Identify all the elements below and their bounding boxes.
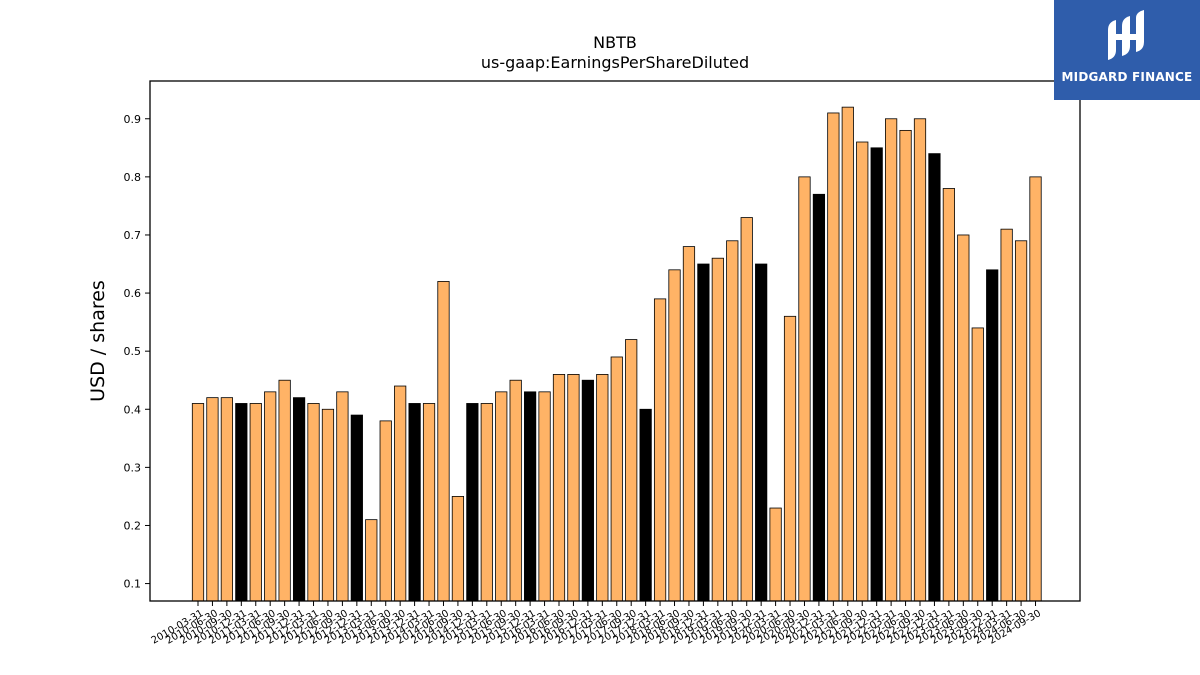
x-axis: 2010-03-312010-06-302010-09-302010-12-31… bbox=[150, 601, 1043, 647]
bar-2018-03-31 bbox=[653, 298, 667, 602]
brand-name: MIDGARD FINANCE bbox=[1061, 70, 1193, 84]
bar-2023-03-31 bbox=[942, 188, 955, 602]
bar-2014-09-30 bbox=[451, 496, 465, 602]
bar-2010-06-30 bbox=[206, 397, 219, 602]
bar-2018-06-30 bbox=[668, 269, 681, 602]
bar-2013-09-30 bbox=[394, 385, 407, 602]
bar-2021-03-31 bbox=[827, 112, 840, 602]
brand-logo: MIDGARD FINANCE bbox=[1054, 0, 1200, 100]
bar-2015-06-30 bbox=[495, 391, 508, 602]
bar-2018-09-30 bbox=[682, 246, 696, 602]
y-tick-label: 0.4 bbox=[124, 403, 142, 416]
bar-2020-12-31 bbox=[812, 193, 826, 602]
bar-2022-06-30 bbox=[899, 129, 912, 602]
bar-2023-12-31 bbox=[986, 269, 999, 602]
y-axis-label: USD / shares bbox=[87, 280, 109, 402]
bar-2024-09-30 bbox=[1029, 176, 1042, 602]
bar-2012-03-31 bbox=[307, 403, 320, 602]
bar-2015-12-31 bbox=[524, 391, 537, 602]
bar-2016-09-30 bbox=[567, 374, 580, 602]
bar-2022-12-31 bbox=[928, 153, 941, 602]
bar-2010-09-30 bbox=[220, 397, 233, 602]
bar-2019-12-31 bbox=[755, 263, 768, 602]
chart-title: NBTB bbox=[593, 33, 637, 52]
bar-2018-12-31 bbox=[697, 263, 710, 602]
bar-2010-03-31 bbox=[191, 403, 205, 602]
bar-2012-06-30 bbox=[321, 408, 335, 602]
bar-2012-09-30 bbox=[336, 391, 349, 602]
y-tick-label: 0.7 bbox=[124, 229, 142, 242]
bar-2011-12-31 bbox=[292, 397, 306, 602]
bar-2015-03-31 bbox=[480, 403, 493, 602]
bar-2011-03-31 bbox=[249, 403, 262, 602]
bar-2022-09-30 bbox=[913, 118, 927, 602]
y-tick-label: 0.5 bbox=[124, 345, 142, 358]
bar-2016-03-31 bbox=[538, 391, 551, 602]
y-tick-label: 0.9 bbox=[124, 113, 142, 126]
bar-2019-06-30 bbox=[726, 240, 739, 602]
y-axis: 0.1 0.2 0.3 0.4 0.5 0.6 0.7 0.8 0.9 bbox=[124, 113, 150, 591]
bar-2021-12-31 bbox=[870, 147, 883, 602]
bar-2023-09-30 bbox=[971, 327, 984, 602]
y-tick-label: 0.6 bbox=[124, 287, 142, 300]
bar-2023-06-30 bbox=[957, 234, 970, 602]
plot-frame bbox=[149, 80, 1081, 602]
bar-2017-12-31 bbox=[639, 408, 652, 602]
y-tick-label: 0.1 bbox=[124, 578, 142, 591]
bar-2021-06-30 bbox=[841, 106, 854, 602]
bar-2024-03-31 bbox=[1000, 228, 1013, 602]
y-tick-label: 0.3 bbox=[124, 461, 142, 474]
bar-2022-03-31 bbox=[885, 118, 898, 602]
bar-2014-12-31 bbox=[466, 403, 479, 602]
bar-2021-09-30 bbox=[856, 141, 869, 602]
bar-2014-06-30 bbox=[437, 281, 450, 602]
y-tick-label: 0.2 bbox=[124, 519, 142, 532]
bar-2011-09-30 bbox=[278, 379, 291, 602]
bar-2012-12-31 bbox=[350, 414, 363, 602]
bar-2017-03-31 bbox=[596, 374, 609, 602]
bar-2020-06-30 bbox=[783, 315, 797, 602]
bar-2010-12-31 bbox=[235, 403, 248, 602]
bar-2015-09-30 bbox=[509, 379, 522, 602]
bar-2020-03-31 bbox=[769, 507, 782, 602]
bar-2019-03-31 bbox=[711, 257, 724, 602]
bar-2016-12-31 bbox=[581, 379, 594, 602]
bar-2019-09-30 bbox=[740, 217, 753, 602]
bar-2024-06-30 bbox=[1014, 240, 1028, 602]
bar-2011-06-30 bbox=[264, 391, 277, 602]
bar-2014-03-31 bbox=[422, 403, 436, 602]
bar-2020-09-30 bbox=[798, 176, 811, 602]
bar-2013-12-31 bbox=[408, 403, 421, 602]
bars-group bbox=[191, 106, 1042, 602]
bar-2017-09-30 bbox=[625, 339, 638, 602]
bar-2013-06-30 bbox=[379, 420, 392, 602]
bar-2016-06-30 bbox=[552, 374, 566, 602]
midgard-logo-icon bbox=[1108, 10, 1144, 60]
chart-subtitle: us-gaap:EarningsPerShareDiluted bbox=[481, 53, 749, 72]
bar-2013-03-31 bbox=[365, 519, 378, 602]
bar-2017-06-30 bbox=[610, 356, 623, 602]
y-tick-label: 0.8 bbox=[124, 171, 142, 184]
